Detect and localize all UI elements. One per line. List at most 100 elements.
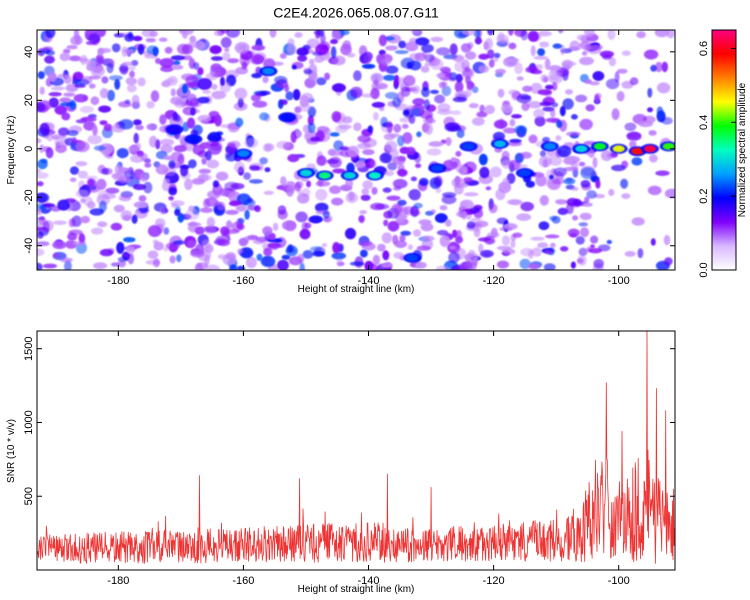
spectrogram-noise-cell xyxy=(572,198,582,207)
spectrogram-noise-cell xyxy=(238,217,245,224)
spectrogram-noise-cell xyxy=(264,143,275,151)
x-tick-label: -100 xyxy=(608,275,630,287)
spectrogram-noise-cell xyxy=(588,148,595,159)
spectrogram-noise-cell xyxy=(129,70,135,78)
spectrogram-noise-cell xyxy=(98,105,111,113)
spectrogram-noise-cell xyxy=(449,43,458,56)
spectrogram-noise-cell xyxy=(295,211,308,223)
spectrogram-noise-cell xyxy=(357,134,372,143)
spectrogram-noise-cell xyxy=(539,101,552,107)
spectrogram-noise-cell xyxy=(403,75,416,87)
spectrogram-noise-cell xyxy=(592,71,605,81)
spectrogram-noise-cell xyxy=(412,98,426,106)
spectrogram-noise-cell xyxy=(592,157,598,169)
spectrogram-noise-cell xyxy=(514,62,523,75)
spectrogram-noise-cell xyxy=(143,181,153,194)
snr-ylabel: SNR (10 * v/v) xyxy=(6,419,17,483)
spectrogram-noise-cell xyxy=(336,258,344,267)
spectrogram-noise-cell xyxy=(533,108,545,119)
spectrogram-noise-cell xyxy=(621,193,631,200)
spectrogram-noise-cell xyxy=(163,155,176,161)
spectrogram-noise-cell xyxy=(410,176,417,182)
spectrogram-noise-cell xyxy=(631,157,643,166)
spectrogram-noise-cell xyxy=(552,43,563,49)
spectrogram-signal-peak xyxy=(644,145,656,153)
spectrogram-noise-cell xyxy=(460,43,472,53)
spectrogram-noise-cell xyxy=(538,221,550,231)
spectrogram-noise-cell xyxy=(463,165,469,175)
spectrogram-noise-cell xyxy=(137,77,146,87)
spectrogram-noise-cell xyxy=(230,183,245,190)
spectrogram-noise-cell xyxy=(47,71,57,83)
spectrogram-noise-cell xyxy=(387,162,398,171)
spectrogram-noise-cell xyxy=(472,86,479,94)
spectrogram-noise-cell xyxy=(171,64,184,70)
spectrogram-signal-peak xyxy=(237,150,250,158)
spectrogram-noise-cell xyxy=(439,66,451,73)
spectrogram-noise-cell xyxy=(190,107,196,116)
spectrogram-noise-cell xyxy=(297,193,310,204)
spectrogram-noise-cell xyxy=(45,50,55,56)
spectrogram-noise-cell xyxy=(170,55,186,61)
spectrogram-noise-cell xyxy=(164,46,173,54)
spectrogram-noise-cell xyxy=(539,150,547,158)
spectrogram-noise-cell xyxy=(314,202,329,213)
spectrogram-noise-cell xyxy=(560,246,569,252)
spectrogram-noise-cell xyxy=(426,148,442,156)
spectrogram-noise-cell xyxy=(40,158,48,164)
spectrogram-noise-cell xyxy=(168,196,174,201)
spectrogram-noise-cell xyxy=(118,119,134,130)
spectrogram-noise-cell xyxy=(331,197,344,206)
snr-series-line xyxy=(37,331,675,564)
spectrogram-noise-cell xyxy=(163,247,169,252)
spectrogram-noise-cell xyxy=(439,235,450,247)
spectrogram-noise-cell xyxy=(454,81,464,93)
spectrogram-noise-cell xyxy=(517,164,528,169)
spectrogram-noise-cell xyxy=(636,31,646,39)
spectrogram-noise-cell xyxy=(83,196,93,207)
spectrogram-noise-cell xyxy=(520,201,534,212)
spectrogram-noise-cell xyxy=(281,220,297,231)
spectrogram-noise-cell xyxy=(594,194,606,199)
spectrogram-noise-cell xyxy=(241,61,248,70)
spectrogram-noise-cell xyxy=(520,30,528,41)
spectrogram-noise-cell xyxy=(125,77,137,86)
spectrogram-noise-cell xyxy=(373,112,379,121)
spectrogram-noise-cell xyxy=(370,88,380,100)
spectrogram-noise-cell xyxy=(103,123,113,132)
spectrogram-noise-cell xyxy=(385,92,399,99)
spectrogram-noise-cell xyxy=(105,187,120,194)
spectrogram-noise-cell xyxy=(185,208,200,220)
spectrogram-noise-cell xyxy=(346,145,360,158)
spectrogram-noise-cell xyxy=(626,131,642,141)
spectrogram-noise-cell xyxy=(367,125,374,133)
spectrogram-noise-cell xyxy=(123,237,136,243)
spectrogram-xlabel: Height of straight line (km) xyxy=(298,284,415,295)
spectrogram-noise-cell xyxy=(251,54,265,65)
spectrogram-noise-cell xyxy=(578,161,586,167)
spectrogram-noise-cell xyxy=(114,79,121,90)
spectrogram-noise-cell xyxy=(220,76,225,87)
spectrogram-noise-cell xyxy=(267,242,282,249)
spectrogram-noise-cell xyxy=(256,253,263,261)
spectrogram-noise-cell xyxy=(37,138,42,144)
spectrogram-noise-cell xyxy=(545,234,560,239)
spectrogram-noise-cell xyxy=(474,220,489,228)
spectrogram-noise-cell xyxy=(58,127,70,136)
spectrogram-noise-cell xyxy=(107,89,115,102)
spectrogram-noise-cell xyxy=(332,242,341,254)
spectrogram-noise-cell xyxy=(315,188,328,201)
spectrogram-noise-cell xyxy=(606,239,612,245)
spectrogram-noise-cell xyxy=(245,256,257,269)
spectrogram-noise-cell xyxy=(456,229,462,239)
spectrogram-noise-cell xyxy=(114,164,123,175)
spectrogram-noise-cell xyxy=(565,89,573,95)
spectrogram-noise-cell xyxy=(402,132,413,144)
spectrogram-noise-cell xyxy=(57,73,69,79)
spectrogram-noise-cell xyxy=(137,44,145,55)
spectrogram-noise-cell xyxy=(48,92,62,97)
spectrogram-noise-cell xyxy=(177,212,185,223)
spectrogram-noise-cell xyxy=(511,114,522,119)
spectrogram-noise-cell xyxy=(442,192,457,198)
spectrogram-noise-cell xyxy=(234,42,250,54)
